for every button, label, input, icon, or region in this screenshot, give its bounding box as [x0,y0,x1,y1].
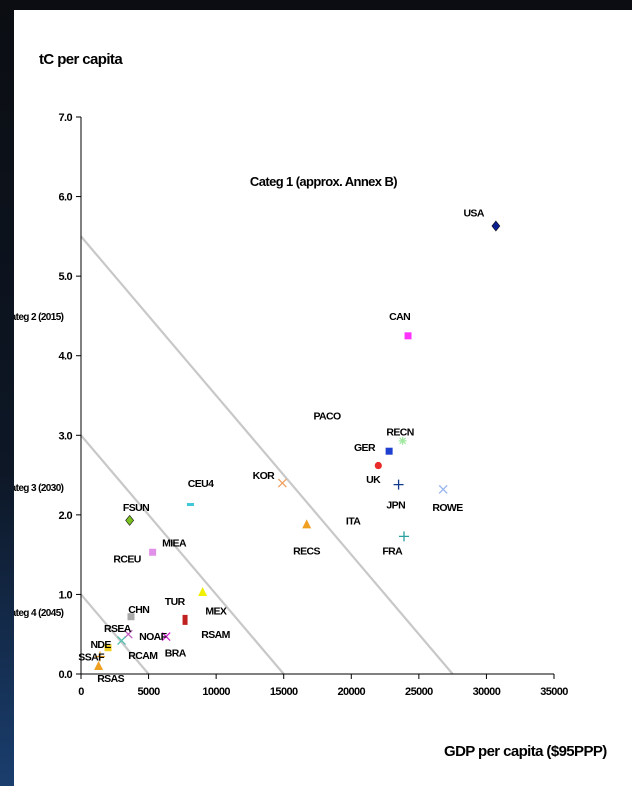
marker-rsam [182,614,188,625]
marker-recn [398,436,407,445]
marker-uk [374,461,382,470]
point-label-tur: TUR [165,596,186,608]
x-tick-label: 35000 [540,686,568,698]
marker-kor [277,478,287,488]
marker-mex [198,587,208,597]
annotation-categ-1-approx-annex-b: Categ 1 (approx. Annex B) [250,174,397,189]
y-axis-title: tC per capita [39,51,123,68]
x-tick-label: 25000 [405,686,433,698]
x-tick-label: 20000 [337,686,365,698]
y-tick-label: 4.0 [59,351,73,363]
point-label-ssaf: SSAF [78,651,105,663]
category-annotations: Categ 1 (approx. Annex B) Categ 2 (2015) C… [14,174,398,619]
marker-rowe [438,484,448,494]
point-label-mex: MEX [205,605,227,617]
x-tick-labels: 0 5000 10000 15000 20000 25000 30000 35000 [78,686,569,698]
point-label-fra: FRA [382,546,403,558]
marker-jpn [393,479,404,490]
marker-noaf [161,632,171,642]
point-label-can: CAN [389,311,410,323]
marker-chn [127,613,135,621]
marker-ceu4 [186,503,194,507]
plot-axes [76,116,555,679]
x-tick-label: 30000 [473,686,501,698]
chart-canvas: tC per capita GDP per capita ($95PPP) 0.… [14,10,632,786]
y-tick-label: 1.0 [59,589,73,601]
marker-rsas [94,661,104,671]
y-tick-label: 5.0 [59,271,73,283]
marker-nde [104,644,112,652]
marker-fsun [125,514,135,526]
data-markers [94,220,501,671]
categ-3-boundary [80,434,285,675]
y-tick-labels: 0.0 1.0 2.0 3.0 4.0 5.0 6.0 7.0 [59,112,74,681]
point-label-chn: CHN [128,604,149,616]
point-label-recs: RECS [293,546,320,558]
point-label-ita: ITA [346,515,361,527]
point-label-paco: PACO [313,410,341,422]
point-label-bra: BRA [165,648,187,660]
category-boundary-lines [80,235,454,675]
point-label-ger: GER [354,442,376,454]
point-label-rsas: RSAS [97,673,124,685]
point-label-usa: USA [463,207,484,219]
annotation-categ-3-2030: Categ 3 (2030) [14,483,64,494]
y-tick-label: 7.0 [59,112,73,124]
annotation-categ-2-2015: Categ 2 (2015) [14,312,64,323]
x-tick-label: 0 [78,686,84,698]
point-label-jpn: JPN [386,500,405,512]
categ-2-boundary [80,235,454,675]
y-tick-label: 3.0 [59,430,73,442]
x-tick-label: 15000 [270,686,298,698]
point-label-fsun: FSUN [123,502,149,514]
point-label-recn: RECN [386,426,413,438]
marker-can [404,332,412,340]
scatter-chart: tC per capita GDP per capita ($95PPP) 0.… [14,51,608,760]
point-labels: USA CAN PACO RECN GER UK JPN ROWE ITA FRA RECS KOR C… [78,207,485,684]
y-tick-label: 6.0 [59,192,73,204]
point-label-kor: KOR [253,470,276,482]
point-label-rsea: RSEA [104,623,132,635]
point-label-rceu: RCEU [113,554,140,566]
marker-fra [398,531,409,542]
marker-miea [149,548,157,556]
point-label-rsam: RSAM [201,629,230,641]
point-label-uk: UK [366,474,381,486]
marker-usa [491,220,501,232]
point-label-rowe: ROWE [432,502,463,514]
x-tick-label: 5000 [138,686,161,698]
point-label-miea: MIEA [162,538,187,550]
x-axis-title: GDP per capita ($95PPP) [444,743,607,760]
marker-ger [385,447,393,455]
marker-rcam [117,636,127,646]
point-label-ceu4: CEU4 [188,478,214,490]
marker-ssaf [94,651,105,662]
marker-recs [302,519,312,529]
x-tick-label: 10000 [202,686,230,698]
point-label-rcam: RCAM [128,650,158,662]
annotation-categ-4-2045: Categ 4 (2045) [14,608,64,619]
y-tick-label: 2.0 [59,510,73,522]
categ-4-boundary [80,593,150,675]
point-label-nde: NDE [90,639,111,651]
y-tick-label: 0.0 [59,669,73,681]
point-label-noaf: NOAF [139,631,168,643]
